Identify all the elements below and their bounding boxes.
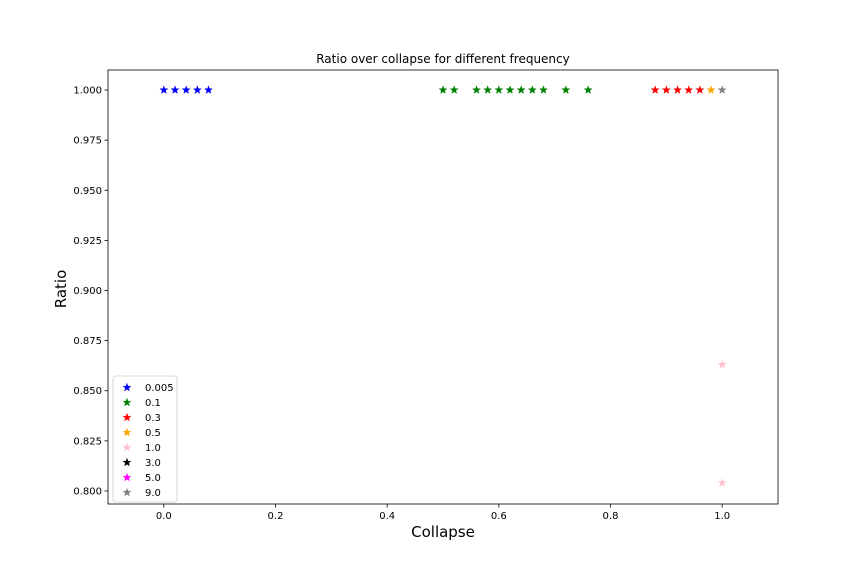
y-tick-label: 0.825: [73, 436, 102, 447]
legend-label: 5.0: [145, 473, 161, 484]
x-tick-label: 0.0: [156, 511, 172, 522]
data-point-0.1: [449, 85, 459, 94]
legend-label: 3.0: [145, 458, 161, 469]
y-tick-label: 0.950: [73, 186, 102, 197]
y-tick-label: 0.875: [73, 336, 102, 347]
legend-label: 0.1: [145, 398, 161, 409]
x-tick-label: 1.0: [714, 511, 730, 522]
legend-marker: [122, 487, 132, 497]
x-tick-label: 0.8: [603, 511, 619, 522]
legend-label: 0.005: [145, 383, 174, 394]
legend-label: 1.0: [145, 443, 161, 454]
y-tick-label: 0.975: [73, 136, 102, 147]
data-point-0.1: [494, 85, 504, 94]
legend-marker: [122, 442, 132, 452]
legend: 0.005 0.1 0.3 0.5 1.0 3.0 5.0 9.0: [112, 375, 178, 503]
data-point-0.005: [192, 85, 202, 94]
data-point-0.5: [706, 85, 716, 94]
data-point-0.1: [483, 85, 493, 94]
data-point-0.1: [561, 85, 571, 94]
data-point-0.1: [538, 85, 549, 94]
plot-area: 0.0 0.2 0.4 0.6 0.8 1.0 0.800 0.825 0.850 0.875 0.…: [73, 69, 779, 522]
x-tick-label: 0.4: [379, 511, 395, 522]
data-point-0.1: [583, 85, 593, 94]
legend-frame: [112, 375, 178, 503]
y-tick-label: 0.800: [73, 486, 102, 497]
legend-label: 9.0: [145, 488, 161, 499]
legend-marker: [122, 427, 132, 437]
y-tick-label: 0.850: [73, 386, 102, 397]
y-tick-label: 0.900: [73, 286, 102, 297]
x-tick-label: 0.2: [268, 511, 284, 522]
legend-marker: [122, 472, 132, 482]
data-point-0.3: [695, 85, 705, 94]
legend-marker: [122, 412, 132, 422]
data-point-0.3: [684, 85, 694, 94]
y-axis-title: Ratio: [52, 270, 70, 309]
chart-title: Ratio over collapse for different freque…: [316, 52, 570, 66]
data-point-0.1: [471, 85, 482, 94]
data-point-0.1: [505, 85, 515, 94]
data-point-0.3: [661, 85, 671, 94]
x-tick-label: 0.6: [491, 511, 507, 522]
data-point-0.1: [527, 85, 537, 94]
data-point-1.0: [717, 359, 727, 369]
data-point-0.3: [650, 85, 660, 94]
data-point-1.0: [717, 478, 727, 487]
y-tick-label: 0.925: [73, 236, 102, 247]
data-point-0.005: [170, 85, 180, 94]
y-tick-label: 1.000: [73, 86, 102, 97]
legend-label: 0.3: [145, 413, 161, 424]
legend-marker: [122, 397, 132, 407]
x-axis-title: Collapse: [411, 523, 475, 541]
data-point-0.3: [672, 85, 683, 94]
data-point-0.005: [159, 85, 169, 94]
legend-label: 0.5: [145, 428, 161, 439]
data-point-0.005: [203, 85, 214, 94]
legend-marker: [122, 457, 132, 467]
plot-frame: [107, 69, 779, 505]
data-point-9.0: [717, 85, 727, 94]
data-point-0.005: [181, 85, 191, 94]
legend-marker: [122, 382, 132, 392]
data-point-0.1: [516, 85, 526, 94]
data-point-0.1: [438, 85, 448, 94]
